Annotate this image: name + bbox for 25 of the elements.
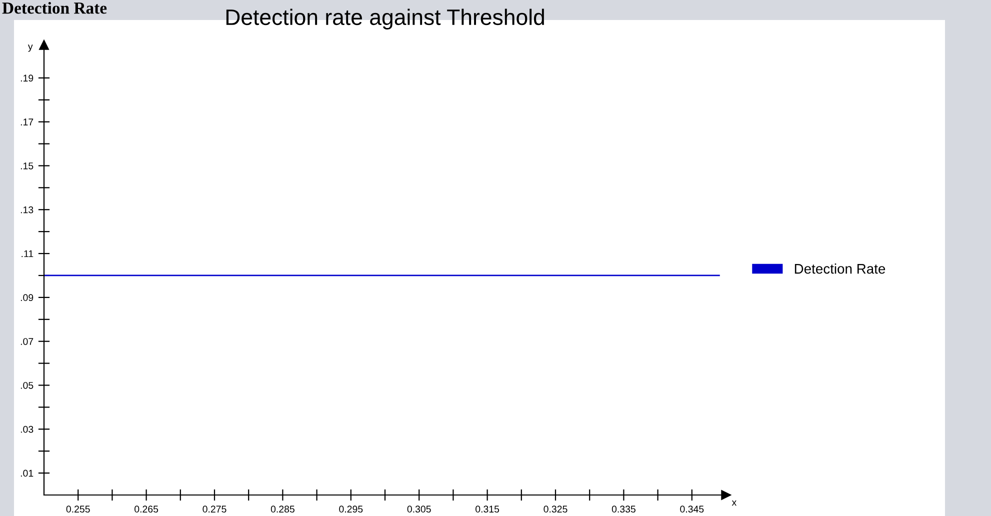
y-tick-label: .17 [20,118,34,126]
text: Detection Rate [2,2,107,14]
y-tick-label: .01 [20,470,34,477]
x-tick-label: 0.335 [612,506,636,513]
y-tick-label: .15 [20,162,34,170]
x-axis-title: x [732,500,737,506]
x-tick-label: 0.265 [134,506,158,513]
y-tick-label: .13 [20,206,34,214]
y-tick-label: .07 [20,338,34,345]
x-tick-label: 0.295 [339,506,363,513]
x-tick-label: 0.315 [476,506,500,513]
x-tick-label: 0.285 [270,506,294,513]
x-tick-label: 0.325 [544,506,568,513]
y-axis-title: y [28,44,33,52]
chart-title: Detection rate against Threshold [226,8,544,30]
y-tick-label: .05 [20,382,34,389]
y-tick-label: .19 [20,74,34,82]
x-tick-label: 0.345 [680,506,704,513]
x-tick-label: 0.305 [407,506,431,513]
y-tick-label: .09 [20,294,34,302]
legend-label: Detection Rate [794,264,886,274]
y-tick-label: .11 [22,250,34,258]
x-tick-label: 0.275 [202,506,226,513]
y-tick-label: .03 [20,426,34,433]
x-tick-label: 0.255 [66,506,90,513]
